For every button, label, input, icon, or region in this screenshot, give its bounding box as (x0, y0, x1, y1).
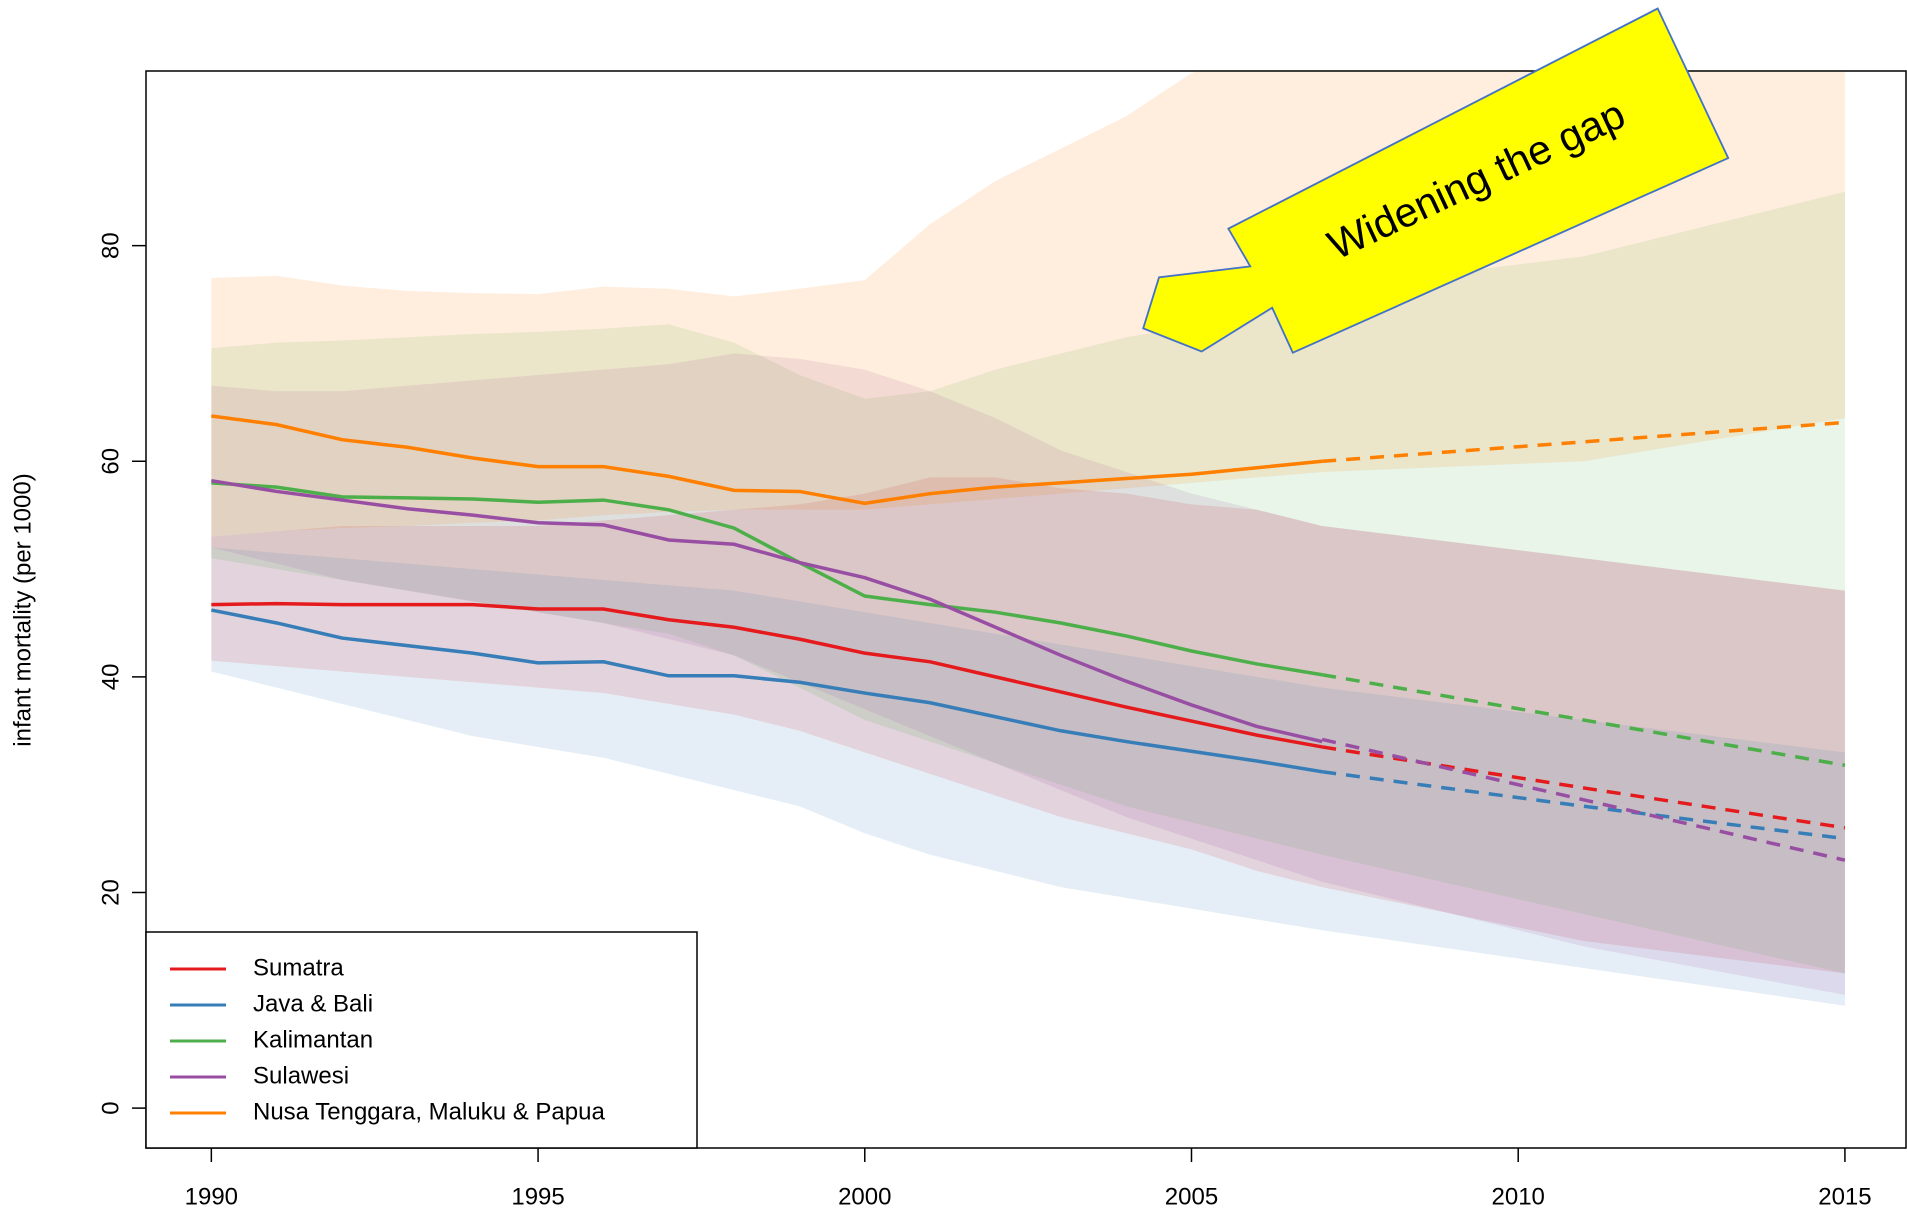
x-tick-label: 2005 (1165, 1183, 1218, 1210)
x-tick-label: 2000 (838, 1183, 891, 1210)
series-line (211, 601, 1323, 749)
x-tick-label: 2015 (1818, 1183, 1871, 1210)
projection-line (1321, 737, 1846, 862)
lines (211, 414, 1846, 862)
legend-label: Nusa Tenggara, Maluku & Papua (253, 1098, 605, 1125)
projection-line (1322, 420, 1846, 464)
axes: 1990 1995 2000 2005 2010 2015 0 20 40 60 80 (97, 232, 1871, 1210)
callout-arrow (1142, 7, 1730, 354)
legend-label: Sumatra (253, 954, 344, 981)
series-line (211, 478, 1323, 744)
series-line (211, 481, 1323, 677)
y-tick-label: 20 (97, 879, 124, 906)
projection-line (1321, 672, 1846, 768)
y-tick-label: 0 (97, 1101, 124, 1114)
y-tick-label: 80 (97, 232, 124, 259)
uncertainty-band (211, 547, 1845, 1006)
y-tick-label: 40 (97, 664, 124, 691)
series-line (211, 414, 1323, 506)
y-axis-label: infant mortality (per 1000) (9, 473, 36, 746)
legend-label: Kalimantan (253, 1026, 373, 1053)
y-tick-label: 60 (97, 448, 124, 475)
x-tick-label: 1995 (511, 1183, 564, 1210)
legend-label: Sulawesi (253, 1062, 349, 1089)
legend: Sumatra Java & Bali Kalimantan Sulawesi Nusa… (145, 931, 698, 1149)
projection-line (1321, 770, 1846, 841)
uncertainty-band (211, 191, 1845, 974)
x-tick-label: 1990 (185, 1183, 238, 1210)
projection-line (1321, 745, 1846, 830)
legend-label: Java & Bali (253, 990, 373, 1017)
x-tick-label: 2010 (1492, 1183, 1545, 1210)
series-line (211, 608, 1323, 774)
legend-box (145, 931, 698, 1149)
uncertainty-band (211, 353, 1845, 995)
plot-frame (145, 70, 1907, 1149)
